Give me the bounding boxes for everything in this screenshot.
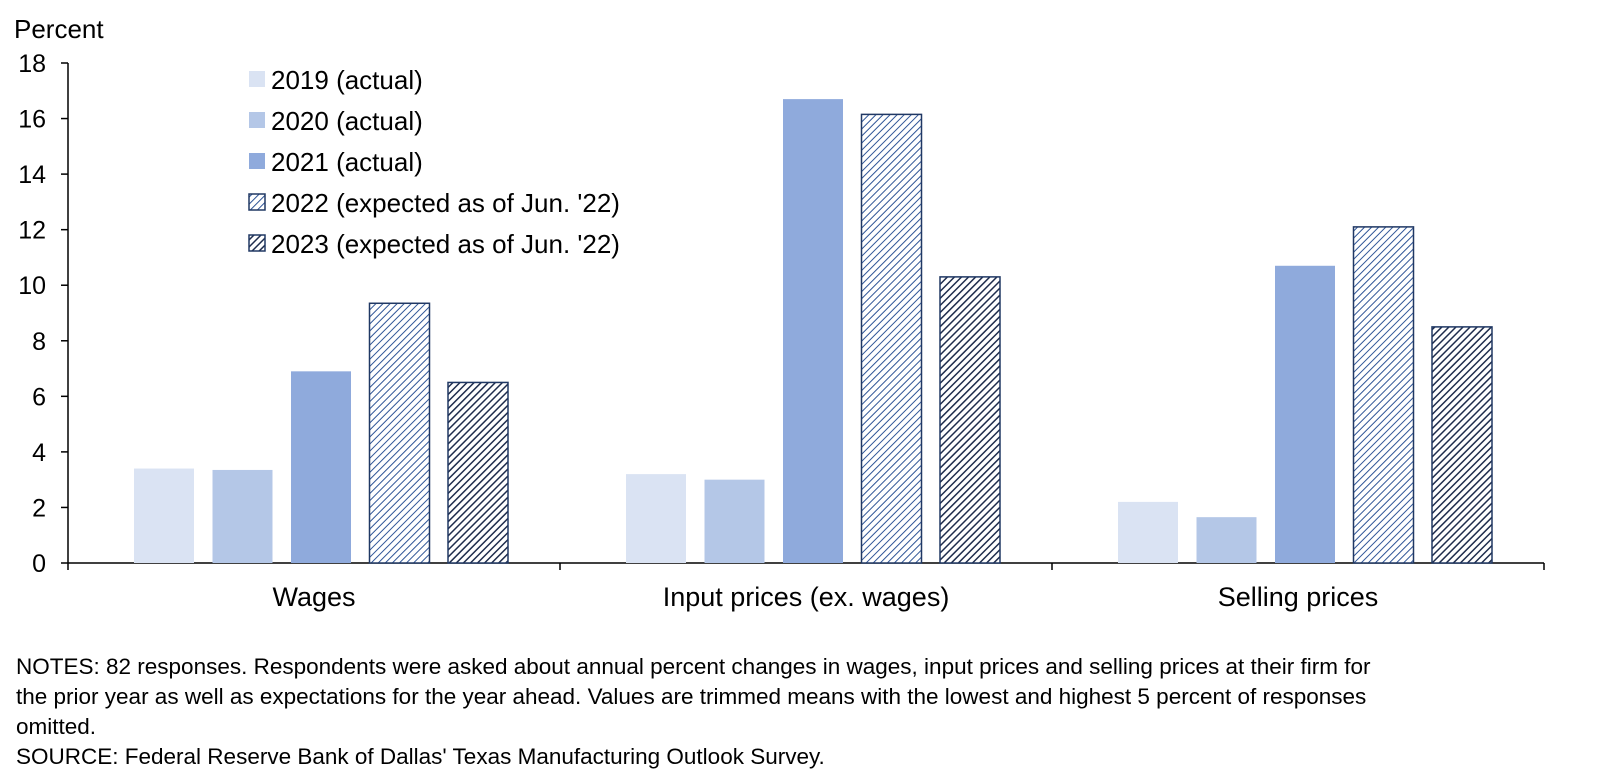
notes-line-2: the prior year as well as expectations f… — [16, 684, 1367, 709]
bar — [212, 469, 273, 563]
y-axis-label: Percent — [14, 14, 104, 44]
bar — [1196, 517, 1257, 563]
bar-chart: Percent 0 2 4 6 8 10 12 14 16 18 Wages Input price… — [14, 14, 1545, 612]
bar — [939, 276, 1001, 564]
legend-swatch — [248, 234, 266, 252]
legend-swatch — [248, 193, 266, 211]
bar — [291, 371, 351, 563]
bar — [1431, 326, 1493, 564]
x-category-label: Input prices (ex. wages) — [663, 582, 950, 612]
y-tick-label: 0 — [32, 550, 46, 578]
legend-label: 2022 (expected as of Jun. '22) — [271, 188, 620, 218]
y-tick-label: 16 — [18, 106, 46, 134]
x-axis-labels: Wages Input prices (ex. wages) Selling pri… — [272, 582, 1378, 612]
y-tick-label: 14 — [18, 161, 46, 189]
x-category-label: Selling prices — [1218, 582, 1379, 612]
notes-line-1: NOTES: 82 responses. Respondents were as… — [16, 654, 1371, 679]
legend: 2019 (actual) 2020 (actual) 2021 (actual) 2… — [248, 65, 620, 259]
x-category-label: Wages — [272, 582, 355, 612]
legend-swatch — [249, 112, 265, 128]
bar — [783, 99, 843, 563]
bar — [626, 474, 686, 563]
legend-swatch — [249, 71, 265, 87]
y-tick-label: 18 — [18, 50, 46, 78]
source-line: SOURCE: Federal Reserve Bank of Dallas' … — [16, 744, 825, 769]
chart-notes: NOTES: 82 responses. Respondents were as… — [16, 652, 1596, 772]
legend-label: 2023 (expected as of Jun. '22) — [271, 229, 620, 259]
bar — [860, 113, 923, 564]
bar — [704, 479, 765, 563]
legend-label: 2019 (actual) — [271, 65, 423, 95]
legend-label: 2020 (actual) — [271, 106, 423, 136]
y-tick-label: 2 — [32, 494, 46, 522]
legend-label: 2021 (actual) — [271, 147, 423, 177]
y-tick-label: 10 — [18, 272, 46, 300]
bars — [134, 99, 1493, 564]
bar — [1352, 226, 1415, 564]
bar — [447, 381, 509, 564]
bar — [1118, 501, 1178, 563]
bar — [368, 302, 431, 564]
y-tick-label: 12 — [18, 217, 46, 245]
y-tick-label: 6 — [32, 383, 46, 411]
bar — [134, 468, 194, 563]
y-tick-label: 4 — [32, 439, 46, 467]
bar — [1275, 265, 1335, 563]
legend-swatch — [249, 153, 265, 169]
y-tick-label: 8 — [32, 328, 46, 356]
notes-line-3: omitted. — [16, 714, 97, 739]
